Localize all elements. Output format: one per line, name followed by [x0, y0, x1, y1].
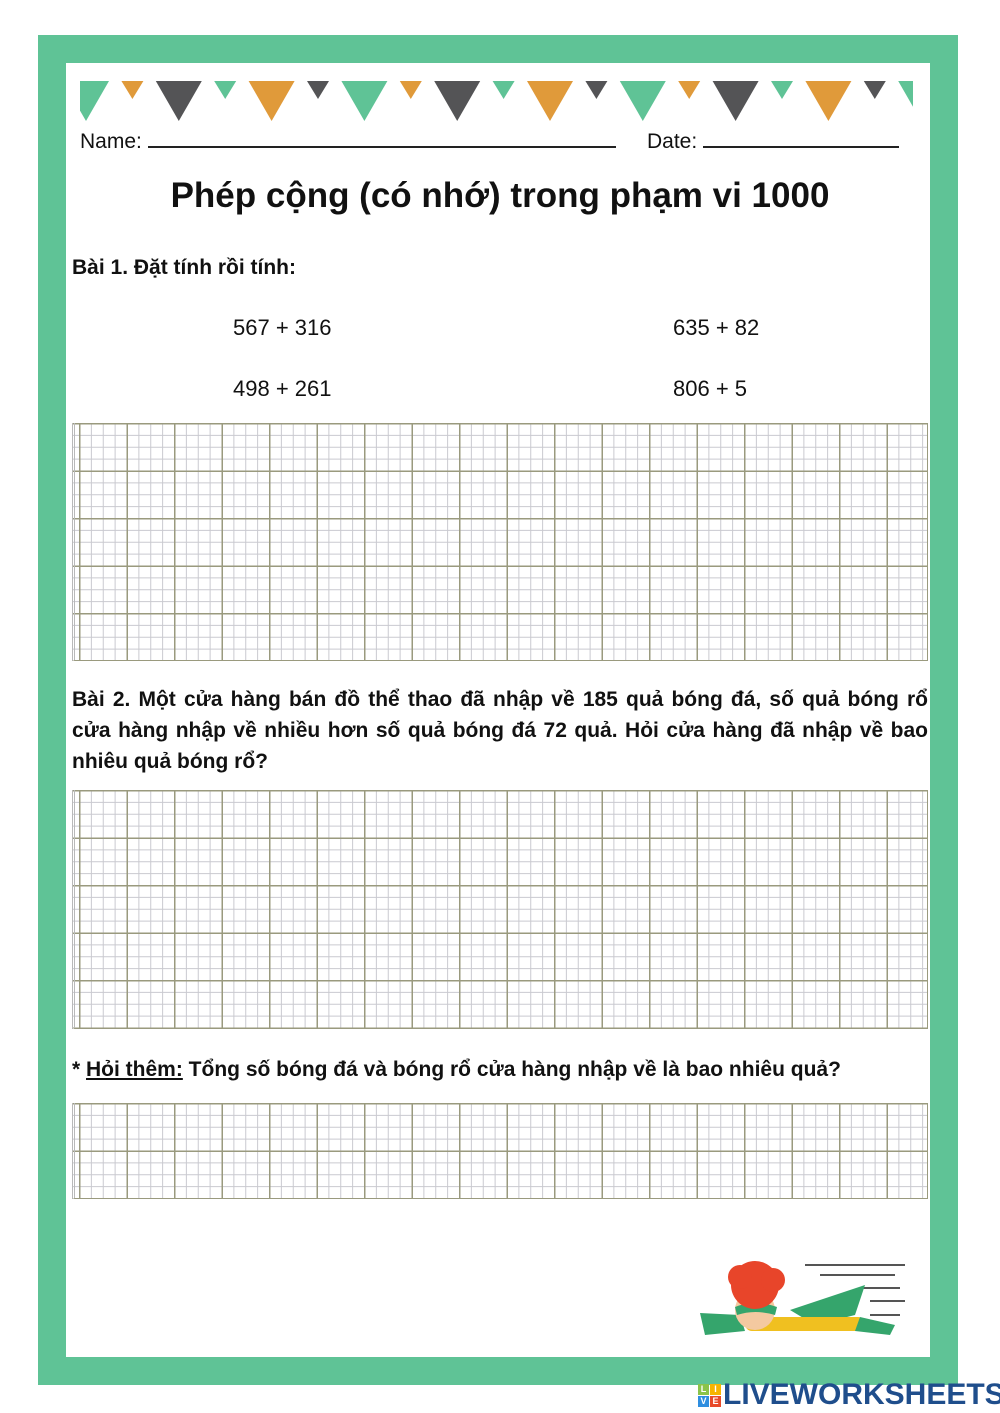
expression: 806 + 5 — [673, 376, 748, 401]
bunting-flag — [492, 81, 515, 99]
bunting-flag — [863, 81, 886, 99]
page-title: Phép cộng (có nhớ) trong phạm vi 1000 — [170, 176, 830, 215]
expression: 498 + 261 — [233, 376, 332, 401]
bunting-flag — [341, 81, 388, 121]
superhero-illustration — [700, 1261, 905, 1335]
date-field[interactable]: Date: — [647, 130, 900, 154]
hoi-them-text: Tổng số bóng đá và bóng rổ cửa hàng nhập… — [182, 1058, 841, 1081]
answer-grid-hoi-them[interactable] — [72, 1103, 928, 1199]
hoi-them-prefix: * — [72, 1058, 87, 1081]
liveworksheets-logo: L I V E LIVEWORKSHEETS — [698, 1378, 1000, 1412]
bunting-flag — [898, 81, 913, 107]
logo-letter: I — [710, 1383, 721, 1395]
logo-mark: L I V E — [698, 1383, 721, 1407]
date-label: Date: — [647, 130, 698, 153]
bunting-flag — [619, 81, 666, 121]
logo-text: LIVEWORKSHEETS — [723, 1378, 1000, 1411]
bunting-flag — [80, 81, 109, 121]
bunting-flag — [121, 81, 144, 99]
answer-grid-bai2[interactable] — [72, 790, 928, 1029]
hoi-them-label: Hỏi thêm: — [86, 1058, 183, 1081]
answer-grid-bai1[interactable] — [72, 423, 928, 661]
logo-letter: E — [710, 1395, 721, 1407]
bunting-flag — [155, 81, 202, 121]
bunting-flag — [434, 81, 481, 121]
bunting-flag — [214, 81, 237, 99]
hoi-them-question: * Hỏi thêm: Tổng số bóng đá và bóng rổ c… — [72, 1054, 928, 1085]
name-label: Name: — [80, 130, 142, 153]
bai2-text: Bài 2. Một cửa hàng bán đồ thể thao đã n… — [72, 688, 928, 773]
name-blank[interactable] — [147, 146, 616, 148]
bunting-flag — [712, 81, 759, 121]
logo-letter: L — [698, 1383, 709, 1395]
bunting-flag — [805, 81, 852, 121]
bunting-decoration — [80, 81, 913, 121]
bunting-flag — [678, 81, 701, 99]
bunting-flag — [307, 81, 329, 99]
date-blank[interactable] — [703, 146, 900, 148]
logo-letter: V — [698, 1395, 709, 1407]
bunting-flag — [585, 81, 608, 99]
expression: 567 + 316 — [233, 315, 332, 340]
bunting-flag — [527, 81, 573, 121]
bunting-flag — [771, 81, 793, 99]
bunting-flag — [248, 81, 295, 121]
name-field[interactable]: Name: — [80, 130, 616, 154]
bunting-flag — [399, 81, 422, 99]
expression: 635 + 82 — [673, 315, 760, 340]
bai1-heading: Bài 1. Đặt tính rồi tính: — [72, 256, 296, 279]
